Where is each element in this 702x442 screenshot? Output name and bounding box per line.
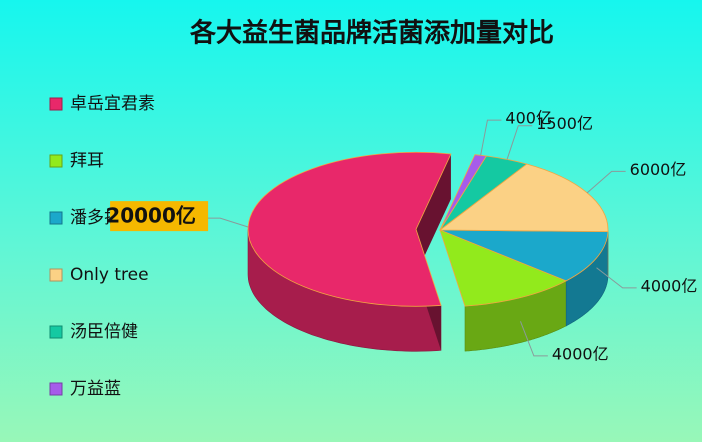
slice (247, 151, 452, 307)
slice-tops (247, 151, 609, 307)
legend-swatch (49, 325, 63, 339)
legend-swatch (49, 382, 63, 396)
label-leader (586, 170, 626, 194)
value-label: 400亿 (505, 109, 552, 128)
legend-swatch (49, 154, 63, 168)
value-label: 1500亿 (536, 114, 593, 133)
legend-label: Only tree (70, 265, 149, 285)
label-leader (596, 267, 637, 289)
chart-title: 各大益生菌品牌活菌添加量对比 (189, 18, 554, 49)
legend-swatch (49, 211, 63, 225)
label-leader (506, 125, 533, 160)
legend-swatch (49, 97, 63, 111)
label-box (110, 201, 209, 232)
legend-label: 卓岳宜君素 (70, 94, 155, 114)
label-leader (519, 321, 548, 357)
value-label: 20000亿 (106, 204, 196, 228)
slice (439, 229, 609, 282)
legend-label: 万益蓝 (70, 379, 121, 399)
slice (439, 154, 488, 231)
label-leader (206, 217, 249, 228)
legend-label: 拜耳 (70, 151, 104, 171)
label-leader (480, 119, 502, 156)
value-label: 4000亿 (641, 276, 698, 295)
slice-cut (416, 153, 451, 275)
value-label: 4000亿 (552, 344, 609, 363)
legend-swatch (49, 268, 63, 282)
slice (438, 163, 609, 233)
legend-label: 汤臣倍健 (70, 322, 138, 342)
slice (439, 229, 568, 307)
value-label: 6000亿 (630, 160, 687, 179)
legend-label: 潘多拉 (70, 208, 121, 228)
